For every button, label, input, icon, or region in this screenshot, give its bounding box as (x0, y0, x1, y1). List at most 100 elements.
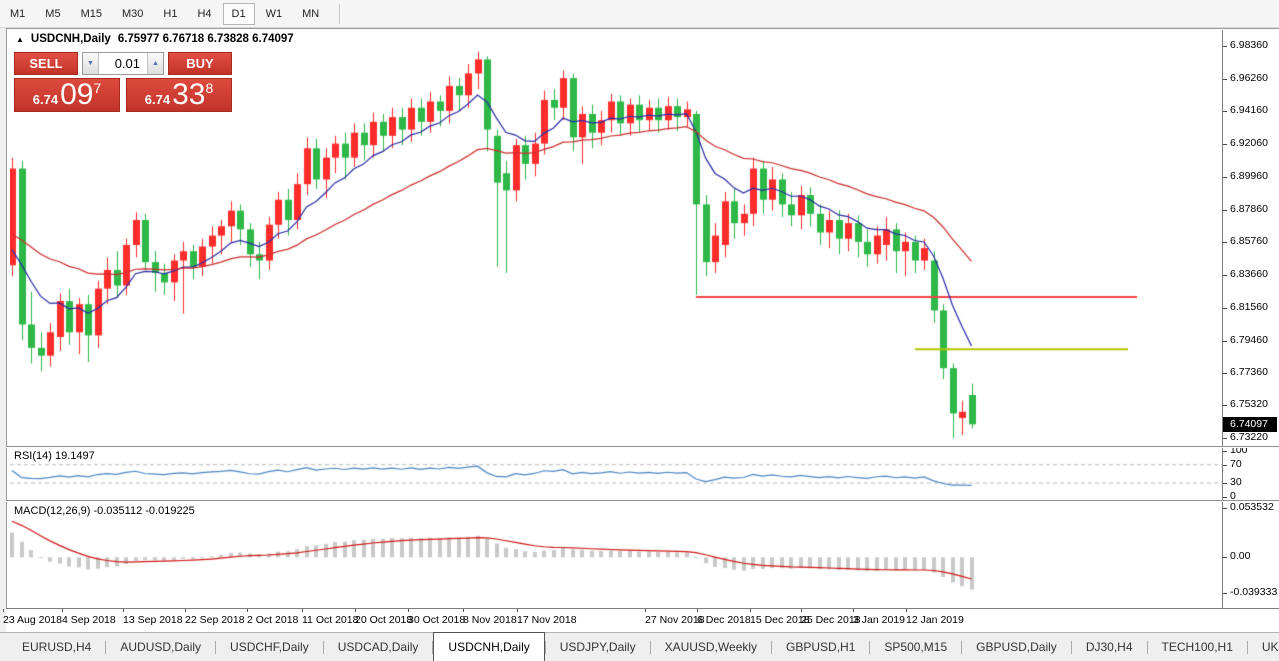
chart-tab-usdjpy-daily[interactable]: USDJPY,Daily (559, 640, 636, 654)
triangle-up-icon: ▲ (152, 60, 159, 67)
date-axis-tick (463, 609, 464, 612)
timeframe-button-m15[interactable]: M15 (72, 3, 111, 25)
buy-price-prefix: 6.74 (144, 92, 171, 107)
chart-tab-usdcnh-daily[interactable]: USDCNH,Daily (433, 632, 545, 661)
chart-tab-sp500-m15[interactable]: SP500,M15 (884, 640, 948, 654)
price-axis-label-tick (1223, 176, 1227, 178)
chart-tab-audusd-daily[interactable]: AUDUSD,Daily (120, 640, 202, 654)
buy-price-display[interactable]: 6.74 33 8 (126, 78, 232, 112)
price-axis-label-tick (1223, 209, 1227, 211)
timeframe-button-m1[interactable]: M1 (1, 3, 34, 25)
tab-separator (322, 640, 324, 654)
macd-axis-label-tick (1223, 593, 1227, 595)
trade-panel-row-buttons: SELL ▼ ▲ BUY (14, 52, 232, 75)
price-axis-label-tick (1223, 78, 1227, 80)
rsi-axis-label: 70 (1230, 457, 1242, 470)
date-axis-tick (355, 609, 356, 612)
chart-tab-bar: EURUSD,H4 AUDUSD,Daily USDCHF,Daily USDCAD,… (0, 632, 1279, 661)
macd-axis-label: 0.00 (1230, 550, 1251, 563)
tab-separator (1070, 640, 1072, 654)
panel-separator-rsi-macd[interactable] (6, 500, 1279, 502)
price-axis-label-tick (1223, 307, 1227, 309)
sell-button[interactable]: SELL (14, 52, 78, 75)
timeframe-button-h1[interactable]: H1 (154, 3, 186, 25)
macd-indicator-label: MACD(12,26,9) -0.035112 -0.019225 (14, 505, 195, 517)
tab-separator (432, 640, 434, 654)
price-axis-label: 6.94160 (1230, 104, 1268, 117)
price-axis-label: 6.96260 (1230, 71, 1268, 84)
chart-tab-gbpusd-h1[interactable]: GBPUSD,H1 (786, 640, 856, 654)
date-axis-tick (801, 609, 802, 612)
timeframe-button-h4[interactable]: H4 (188, 3, 220, 25)
panel-separator-main-rsi[interactable] (6, 446, 1279, 448)
price-chart-canvas[interactable] (10, 30, 1222, 608)
date-axis-label: 3 Jan 2019 (853, 614, 905, 626)
volume-increase-button[interactable]: ▲ (147, 53, 163, 74)
toolbar-separator (339, 3, 342, 24)
tab-separator (1246, 640, 1248, 654)
date-axis-tick (302, 609, 303, 612)
tab-separator (544, 640, 546, 654)
date-axis-tick (697, 609, 698, 612)
date-axis-tick (517, 609, 518, 612)
buy-button[interactable]: BUY (168, 52, 232, 75)
macd-axis-label: 0.053532 (1230, 501, 1274, 514)
price-axis-label: 6.79460 (1230, 333, 1268, 346)
price-axis-label: 6.73220 (1230, 431, 1268, 443)
price-axis-label: 6.98360 (1230, 39, 1268, 51)
price-axis-label-tick (1223, 340, 1227, 342)
date-axis-tick (645, 609, 646, 612)
tab-separator (1146, 640, 1148, 654)
rsi-indicator-label: RSI(14) 19.1497 (14, 450, 95, 462)
volume-input[interactable] (99, 53, 147, 74)
buy-price-pip: 8 (205, 80, 214, 96)
date-axis[interactable]: 23 Aug 2018 4 Sep 2018 13 Sep 2018 22 Sep 2… (3, 608, 1279, 632)
price-axis-label: 6.87860 (1230, 202, 1268, 215)
timeframe-button-m30[interactable]: M30 (113, 3, 152, 25)
macd-axis-label-tick (1223, 508, 1227, 510)
date-axis-label: 17 Nov 2018 (517, 614, 577, 626)
chart-tab-dj30-h4[interactable]: DJ30,H4 (1085, 640, 1133, 654)
timeframe-button-w1[interactable]: W1 (257, 3, 292, 25)
chart-tab-usdchf-daily[interactable]: USDCHF,Daily (230, 640, 309, 654)
triangle-down-icon: ▼ (87, 60, 94, 67)
chart-tab-tech100-h1[interactable]: TECH100,H1 (1161, 640, 1233, 654)
sell-price-pip: 7 (93, 80, 102, 96)
volume-decrease-button[interactable]: ▼ (83, 53, 99, 74)
price-axis-label: 6.75320 (1230, 398, 1268, 411)
chart-tab-ukoil-h1[interactable]: UKOil,H1 (1261, 640, 1279, 654)
rsi-axis-label-tick (1223, 450, 1227, 452)
sell-price-prefix: 6.74 (32, 92, 59, 107)
price-axis[interactable]: 6.98360 6.96260 6.94160 6.92060 6.89960 6.878… (1222, 30, 1279, 608)
trade-panel-toggle-icon[interactable]: ▲ (16, 34, 24, 44)
date-axis-label: 30 Oct 2018 (408, 614, 466, 626)
date-axis-label: 20 Oct 2018 (355, 614, 413, 626)
timeframe-toolbar: M1 M5 M15 M30 H1 H4 D1 W1 MN (0, 0, 1279, 28)
timeframe-button-m5[interactable]: M5 (36, 3, 69, 25)
price-axis-label-tick (1223, 111, 1227, 113)
price-axis-label: 6.85760 (1230, 235, 1268, 248)
date-axis-label: 4 Sep 2018 (62, 614, 116, 626)
sell-price-main: 09 (60, 78, 94, 111)
tab-separator (961, 640, 963, 654)
chart-tab-gbpusd-daily[interactable]: GBPUSD,Daily (976, 640, 1057, 654)
date-axis-label: 12 Jan 2019 (906, 614, 964, 626)
date-axis-label: 15 Dec 2018 (750, 614, 810, 626)
date-axis-tick (185, 609, 186, 612)
date-axis-label: 2 Oct 2018 (247, 614, 299, 626)
buy-price-main: 33 (172, 78, 206, 111)
rsi-axis-label-tick (1223, 496, 1227, 498)
timeframe-button-d1[interactable]: D1 (222, 2, 255, 25)
trade-panel-row-prices: 6.74 09 7 6.74 33 8 (14, 78, 232, 112)
chart-tab-eurusd-h4[interactable]: EURUSD,H4 (22, 640, 92, 654)
chart-tabs: EURUSD,H4 AUDUSD,Daily USDCHF,Daily USDCAD,… (8, 632, 1279, 661)
sell-price-display[interactable]: 6.74 09 7 (14, 78, 120, 112)
timeframe-button-mn[interactable]: MN (293, 3, 328, 25)
volume-stepper: ▼ ▲ (82, 52, 164, 75)
chart-tab-xauusd-weekly[interactable]: XAUUSD,Weekly (664, 640, 758, 654)
date-axis-label: 25 Dec 2018 (801, 614, 861, 626)
one-click-trading-panel: SELL ▼ ▲ BUY 6.74 09 7 6.74 33 8 (14, 52, 232, 112)
date-axis-label: 22 Sep 2018 (185, 614, 245, 626)
chart-tab-usdcad-daily[interactable]: USDCAD,Daily (337, 640, 419, 654)
